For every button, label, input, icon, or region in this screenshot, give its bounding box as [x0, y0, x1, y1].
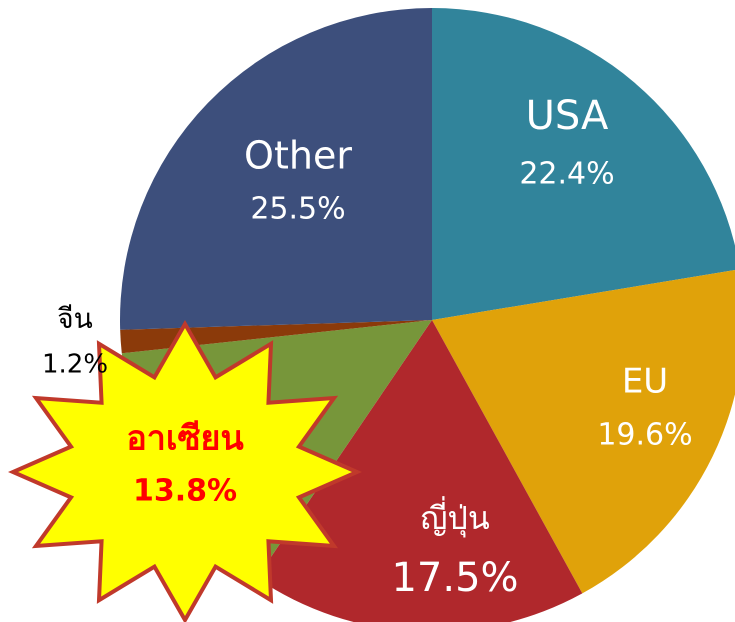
slice-value: 13.8%	[133, 474, 237, 509]
slice-value: 22.4%	[519, 157, 614, 192]
pie-slice	[256, 320, 583, 622]
slice-value: 17.5%	[391, 555, 518, 601]
slice-name: Other	[244, 134, 352, 178]
slice-name: จีน	[57, 302, 93, 335]
pie-slice	[432, 8, 735, 320]
slice-name: EU	[622, 362, 668, 402]
pie-slice	[432, 270, 735, 594]
pie-slice	[120, 8, 432, 330]
slice-value: 19.6%	[597, 418, 692, 453]
slice-name: อาเซียน	[126, 419, 243, 459]
slice-name: USA	[526, 93, 609, 139]
labels: USA 22.4% EU 19.6% ญี่ปุ่น 17.5% อาเซียน 13.8% จ…	[42, 93, 693, 601]
highlight-burst	[8, 319, 362, 622]
slice-value: 1.2%	[42, 350, 108, 380]
slice-name: ญี่ปุ่น	[420, 496, 490, 538]
slice-value: 25.5%	[250, 192, 345, 227]
